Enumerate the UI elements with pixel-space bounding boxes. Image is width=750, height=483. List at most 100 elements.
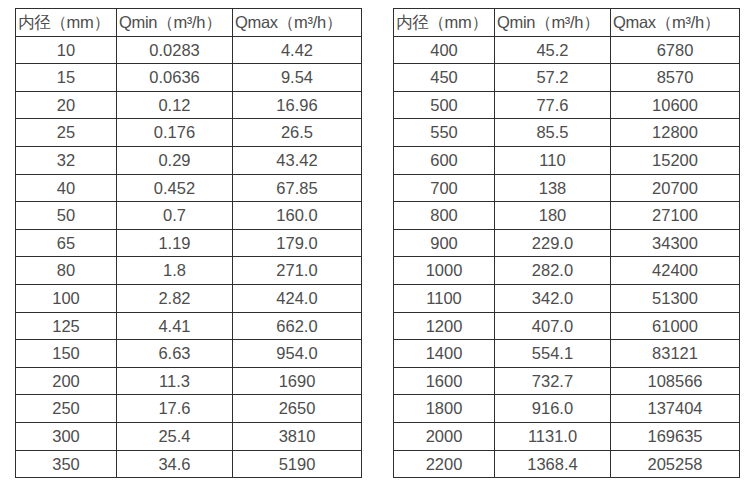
table-row: 801.8271.0: [16, 257, 362, 285]
table-cell: 0.7: [117, 202, 233, 230]
table-cell: 550: [394, 119, 495, 147]
table-row: 30025.43810: [16, 422, 362, 450]
table-cell: 662.0: [233, 312, 362, 340]
table-cell: 27100: [611, 202, 740, 230]
table-cell: 42400: [611, 257, 740, 285]
table-cell: 6780: [611, 36, 740, 64]
table-cell: 50: [16, 202, 117, 230]
header-row: 内径（mm）Qmin（m³/h）Qmax（m³/h）: [16, 9, 362, 37]
table-cell: 77.6: [495, 91, 611, 119]
table-row: 1200407.061000: [394, 312, 740, 340]
table-cell: 5190: [233, 450, 362, 478]
table-cell: 32: [16, 146, 117, 174]
table-cell: 100: [16, 284, 117, 312]
table-cell: 125: [16, 312, 117, 340]
table-cell: 1000: [394, 257, 495, 285]
table-row: 250.17626.5: [16, 119, 362, 147]
table-row: 25017.62650: [16, 395, 362, 423]
table-row: 100.02834.42: [16, 36, 362, 64]
table-row: 320.2943.42: [16, 146, 362, 174]
table-row: 500.7160.0: [16, 202, 362, 230]
table-cell: 8570: [611, 64, 740, 92]
table-cell: 350: [16, 450, 117, 478]
table-cell: 900: [394, 229, 495, 257]
table-cell: 450: [394, 64, 495, 92]
table-cell: 200: [16, 367, 117, 395]
table-cell: 2000: [394, 422, 495, 450]
table-cell: 250: [16, 395, 117, 423]
table-cell: 34.6: [117, 450, 233, 478]
column-header: Qmin（m³/h）: [495, 9, 611, 37]
table-cell: 205258: [611, 450, 740, 478]
table-cell: 9.54: [233, 64, 362, 92]
column-header: Qmin（m³/h）: [117, 9, 233, 37]
table-cell: 0.452: [117, 174, 233, 202]
table-cell: 108566: [611, 367, 740, 395]
table-cell: 954.0: [233, 340, 362, 368]
table-cell: 1.19: [117, 229, 233, 257]
table-row: 22001368.4205258: [394, 450, 740, 478]
table-cell: 407.0: [495, 312, 611, 340]
column-header: 内径（mm）: [394, 9, 495, 37]
table-row: 20001131.0169635: [394, 422, 740, 450]
table-cell: 1200: [394, 312, 495, 340]
table-cell: 229.0: [495, 229, 611, 257]
table-cell: 2.82: [117, 284, 233, 312]
table-cell: 85.5: [495, 119, 611, 147]
table-cell: 0.176: [117, 119, 233, 147]
table-cell: 20700: [611, 174, 740, 202]
table-cell: 34300: [611, 229, 740, 257]
table-cell: 180: [495, 202, 611, 230]
table-cell: 1368.4: [495, 450, 611, 478]
table-row: 651.19179.0: [16, 229, 362, 257]
table-cell: 271.0: [233, 257, 362, 285]
page: 内径（mm）Qmin（m³/h）Qmax（m³/h）100.02834.4215…: [0, 0, 750, 483]
table-row: 55085.512800: [394, 119, 740, 147]
table-cell: 0.0636: [117, 64, 233, 92]
table-cell: 0.0283: [117, 36, 233, 64]
table-row: 1506.63954.0: [16, 340, 362, 368]
table-cell: 600: [394, 146, 495, 174]
table-cell: 169635: [611, 422, 740, 450]
table-cell: 1600: [394, 367, 495, 395]
table-cell: 15: [16, 64, 117, 92]
table-cell: 150: [16, 340, 117, 368]
table-cell: 400: [394, 36, 495, 64]
table-cell: 3810: [233, 422, 362, 450]
flow-spec-table-small-diameters: 内径（mm）Qmin（m³/h）Qmax（m³/h）100.02834.4215…: [15, 8, 362, 478]
table-cell: 6.63: [117, 340, 233, 368]
table-cell: 10600: [611, 91, 740, 119]
table-cell: 179.0: [233, 229, 362, 257]
table-row: 45057.28570: [394, 64, 740, 92]
table-cell: 732.7: [495, 367, 611, 395]
table-cell: 0.12: [117, 91, 233, 119]
table-cell: 916.0: [495, 395, 611, 423]
table-cell: 800: [394, 202, 495, 230]
table-cell: 61000: [611, 312, 740, 340]
table-cell: 1131.0: [495, 422, 611, 450]
table-cell: 424.0: [233, 284, 362, 312]
table-row: 20011.31690: [16, 367, 362, 395]
table-row: 200.1216.96: [16, 91, 362, 119]
table-cell: 160.0: [233, 202, 362, 230]
table-cell: 1800: [394, 395, 495, 423]
table-cell: 10: [16, 36, 117, 64]
table-cell: 25.4: [117, 422, 233, 450]
table-cell: 11.3: [117, 367, 233, 395]
tables-container: 内径（mm）Qmin（m³/h）Qmax（m³/h）100.02834.4215…: [15, 8, 740, 478]
column-header: 内径（mm）: [16, 9, 117, 37]
table-row: 150.06369.54: [16, 64, 362, 92]
table-row: 60011015200: [394, 146, 740, 174]
table-cell: 26.5: [233, 119, 362, 147]
header-row: 内径（mm）Qmin（m³/h）Qmax（m³/h）: [394, 9, 740, 37]
table-cell: 554.1: [495, 340, 611, 368]
table-row: 400.45267.85: [16, 174, 362, 202]
table-cell: 4.41: [117, 312, 233, 340]
table-cell: 67.85: [233, 174, 362, 202]
table-row: 1000282.042400: [394, 257, 740, 285]
table-cell: 2200: [394, 450, 495, 478]
table-row: 900229.034300: [394, 229, 740, 257]
column-header: Qmax（m³/h）: [611, 9, 740, 37]
table-row: 1400554.183121: [394, 340, 740, 368]
table-cell: 1400: [394, 340, 495, 368]
